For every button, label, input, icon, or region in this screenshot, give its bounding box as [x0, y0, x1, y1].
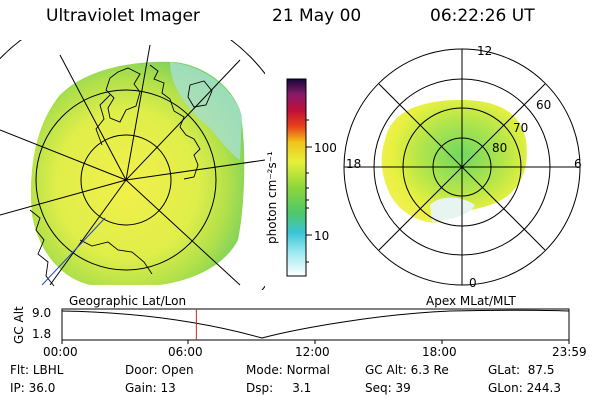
time-tick-1800: 18:00 — [422, 345, 457, 359]
time-tick-1200: 12:00 — [295, 345, 330, 359]
colorbar — [286, 78, 307, 277]
status-gc-alt: GC Alt: 6.3 Re — [365, 363, 449, 377]
apex-aurora-image — [381, 100, 527, 223]
mlat-label-80: 80 — [492, 141, 508, 155]
geographic-image-panel — [0, 40, 265, 290]
geographic-caption: Geographic Lat/Lon — [69, 294, 187, 308]
mlt-label-dawn: 6 — [574, 157, 582, 171]
instrument-title: Ultraviolet Imager — [46, 6, 200, 26]
mlat-label-60: 60 — [536, 98, 552, 112]
status-ip: IP: 36.0 — [10, 381, 56, 395]
geo-aurora-edge — [170, 62, 242, 160]
colorbar-tick-10: 10 — [314, 229, 330, 243]
time-tick-2359: 23:59 — [552, 345, 587, 359]
status-glon: GLon: 244.3 — [488, 381, 561, 395]
mlt-label-dusk: 18 — [346, 157, 362, 171]
altitude-x-ticks — [61, 340, 570, 344]
geo-latitude-circle — [35, 89, 217, 271]
geo-meridians — [0, 44, 265, 286]
mlt-label-noon: 12 — [477, 44, 493, 58]
status-mode: Mode: Normal — [246, 363, 330, 377]
mlat-label-70: 70 — [513, 121, 529, 135]
mlt-label-midnight: 0 — [469, 276, 477, 290]
time-label: 06:22:26 UT — [430, 6, 535, 26]
status-glat: GLat: 87.5 — [488, 363, 555, 377]
status-door: Door: Open — [125, 363, 194, 377]
status-filter: Flt: LBHL — [10, 363, 64, 377]
status-dsp: Dsp: 3.1 — [246, 381, 312, 395]
time-tick-0600: 06:00 — [168, 345, 203, 359]
status-seq: Seq: 39 — [365, 381, 411, 395]
altitude-curve — [61, 309, 570, 339]
time-tick-0000: 00:00 — [43, 345, 78, 359]
apex-mlt-lines — [344, 49, 580, 285]
colorbar-ticks — [306, 119, 312, 263]
geo-latitude-circle — [80, 134, 172, 226]
altitude-tick-min: 1.8 — [32, 327, 52, 341]
geo-terminator-line — [41, 217, 106, 286]
date-label: 21 May 00 — [272, 6, 362, 26]
apex-aurora-hole — [430, 197, 475, 222]
apex-image-panel — [343, 48, 581, 286]
geo-coastlines — [29, 64, 213, 287]
status-gain: Gain: 13 — [125, 381, 176, 395]
altitude-tick-max: 9.0 — [32, 306, 52, 320]
altitude-plot-frame — [61, 308, 570, 341]
apex-caption: Apex MLat/MLT — [426, 294, 516, 308]
colorbar-tick-100: 100 — [314, 141, 337, 155]
colorbar-unit-label: photon cm⁻²s⁻¹ — [265, 151, 279, 244]
altitude-axis-label: GC Alt — [12, 306, 26, 344]
